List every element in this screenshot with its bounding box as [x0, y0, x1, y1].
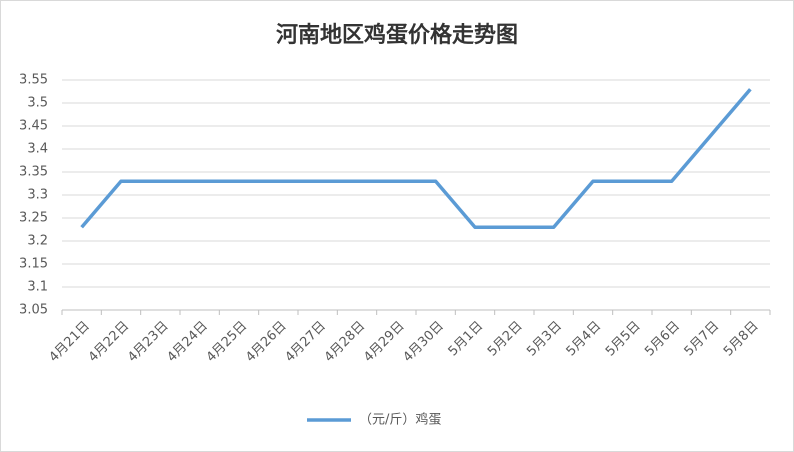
- y-tick-label: 3.3: [27, 188, 48, 203]
- y-tick-label: 3.1: [27, 280, 48, 295]
- y-tick-label: 3.4: [27, 142, 48, 157]
- y-tick-label: 3.05: [19, 303, 48, 318]
- y-tick-label: 3.5: [27, 96, 48, 111]
- y-tick-label: 3.55: [19, 73, 48, 88]
- y-tick-label: 3.35: [19, 165, 48, 180]
- y-tick-label: 3.45: [19, 119, 48, 134]
- y-tick-label: 3.15: [19, 257, 48, 272]
- y-tick-label: 3.25: [19, 211, 48, 226]
- chart-title: 河南地区鸡蛋价格走势图: [276, 22, 518, 48]
- line-series: [80, 88, 752, 229]
- y-tick-label: 3.2: [27, 234, 48, 249]
- legend-label: （元/斤）鸡蛋: [359, 412, 441, 428]
